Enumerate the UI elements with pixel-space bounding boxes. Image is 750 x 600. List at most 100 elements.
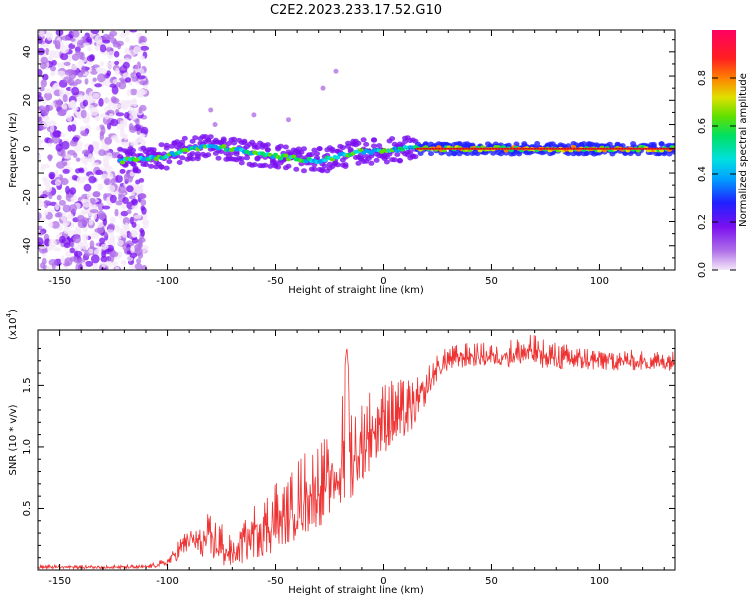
spectrogram-noise-dot xyxy=(38,225,43,231)
spectrogram-noise-dot xyxy=(71,174,78,181)
spectrogram-noise-dot xyxy=(97,221,104,228)
spectrogram-noise-dot xyxy=(39,216,48,222)
spectrogram-ridge-halo xyxy=(251,162,258,168)
y-tick-label: 20 xyxy=(22,94,33,107)
spectrogram-noise-dot xyxy=(131,230,138,238)
spectrogram-noise-dot xyxy=(81,149,91,155)
spectrogram-noise-dot xyxy=(82,99,89,107)
spectrogram-ridge-halo xyxy=(321,163,328,169)
spectrogram-noise-dot xyxy=(48,50,57,55)
spectrogram-noise-dot xyxy=(138,193,147,200)
spectrogram-noise-dot xyxy=(113,50,120,58)
spectrogram-noise-dot xyxy=(107,185,116,192)
spectrogram-noise-dot xyxy=(135,118,140,126)
y-tick-label: 1.5 xyxy=(22,377,33,393)
spectrogram-noise-dot xyxy=(57,98,63,108)
colorbar-tick-label: 0.2 xyxy=(697,214,708,230)
spectrogram-noise-dot xyxy=(102,39,111,44)
spectrogram-noise-dot xyxy=(110,178,115,185)
spectrogram-noise-dot xyxy=(111,97,120,104)
spectrogram-noise-dot xyxy=(45,185,53,193)
spectrogram-noise-dot xyxy=(122,217,130,226)
x-tick-label: -100 xyxy=(156,576,179,587)
spectrogram-noise-dot xyxy=(43,210,49,216)
spectrogram-noise-dot xyxy=(143,84,149,90)
spectrogram-noise-dot xyxy=(94,45,101,51)
spectrogram-ridge-halo xyxy=(158,164,165,170)
spectrogram-noise-dot xyxy=(59,40,65,50)
spectrogram-noise-dot xyxy=(110,251,119,258)
spectrogram-noise-dot xyxy=(54,203,60,211)
spectrogram-noise-dot xyxy=(101,205,111,210)
spectrogram-noise-dot xyxy=(139,80,148,86)
spectrogram-noise-dot xyxy=(120,210,129,217)
spectrogram-noise-dot xyxy=(75,168,81,174)
spectrogram-noise-dot xyxy=(56,161,65,169)
spectrogram-ridge-halo xyxy=(428,151,434,157)
spectrogram-noise-dot xyxy=(114,67,120,76)
spectrogram-noise-dot xyxy=(92,77,97,82)
spectrogram-noise-dot xyxy=(107,201,113,206)
spectrogram-noise-dot xyxy=(94,115,101,122)
spectrogram-noise-dot xyxy=(54,169,59,177)
x-tick-label: 100 xyxy=(590,276,609,287)
spectrogram-ridge-halo xyxy=(176,160,183,165)
snr-frame xyxy=(37,329,676,571)
spectrogram-noise-dot xyxy=(60,52,69,61)
spectrogram-noise-dot xyxy=(99,237,106,244)
spectrogram-noise-dot xyxy=(65,185,70,195)
chart-title: C2E2.2023.233.17.52.G10 xyxy=(270,3,442,18)
spectrogram-frame xyxy=(37,29,676,271)
spectrogram-noise-dot xyxy=(76,215,85,223)
spectrogram-noise-dot xyxy=(111,151,117,159)
spectrogram-ridge-halo xyxy=(179,155,186,161)
spectrogram-noise-dot xyxy=(69,140,78,147)
spectrogram-noise-dot xyxy=(140,199,147,206)
spectrogram-noise-dot xyxy=(42,120,51,128)
spectrogram-noise-dot xyxy=(64,257,73,266)
spectrogram-ridge-halo xyxy=(163,145,170,151)
spectrogram-ridge-cell xyxy=(278,156,284,161)
spectrogram-noise-dot xyxy=(122,197,129,204)
spectrogram-noise-dot xyxy=(63,242,71,249)
spectrogram-noise-dot xyxy=(114,104,122,109)
colorbar-tick-label: 0.4 xyxy=(697,166,708,182)
spectrogram-noise-dot xyxy=(122,61,130,69)
spectrogram-noise-dot xyxy=(70,241,75,248)
spectrogram-noise-dot xyxy=(98,97,104,107)
spectrogram-ridge-halo xyxy=(254,145,261,150)
spectrogram-ridge-halo xyxy=(241,140,248,146)
spectrogram-ridge-halo xyxy=(220,136,227,142)
spectrogram-ridge-halo xyxy=(355,160,362,166)
y-tick-label: -20 xyxy=(22,189,33,205)
spectrogram-noise-dot xyxy=(142,221,149,229)
spectrogram-noise-dot xyxy=(87,46,92,52)
spectrogram-ridge-halo xyxy=(658,141,665,147)
spectrogram-ridge-halo xyxy=(422,141,429,147)
spectrogram-ridge-halo xyxy=(308,152,315,157)
spectrogram-noise-dot xyxy=(87,153,94,162)
spectrogram-noise-dot xyxy=(82,233,89,243)
spectrogram-noise-dot xyxy=(38,69,43,77)
spectrogram-noise-dot xyxy=(70,37,76,42)
spectrogram-noise-dot xyxy=(129,113,138,120)
spectrogram-noise-dot xyxy=(86,191,93,201)
spectrogram-noise-dot xyxy=(129,88,138,96)
spectrogram-ridge-halo xyxy=(363,141,370,147)
spectrogram-noise-dot xyxy=(58,199,66,206)
spectrogram-noise-dot xyxy=(94,228,103,233)
spectrogram-noise-dot xyxy=(84,260,94,267)
spectrogram-noise-dot xyxy=(53,247,62,252)
spectrogram-noise-dot xyxy=(43,115,50,122)
spectrogram-stray-dot xyxy=(320,85,326,91)
spectrogram-noise-dot xyxy=(138,107,143,114)
spectrogram-noise-dot xyxy=(68,71,77,80)
spectrogram-noise-dot xyxy=(141,139,147,148)
spectrogram-ridge-halo xyxy=(456,141,463,146)
spectrogram-noise-dot xyxy=(71,53,80,61)
colorbar-tick-label: 0.6 xyxy=(697,118,708,134)
spectrogram-ridge-cell xyxy=(335,155,341,160)
spectrogram-noise-dot xyxy=(95,125,101,132)
colorbar-label: Normalized spectral amplitude xyxy=(738,73,749,227)
